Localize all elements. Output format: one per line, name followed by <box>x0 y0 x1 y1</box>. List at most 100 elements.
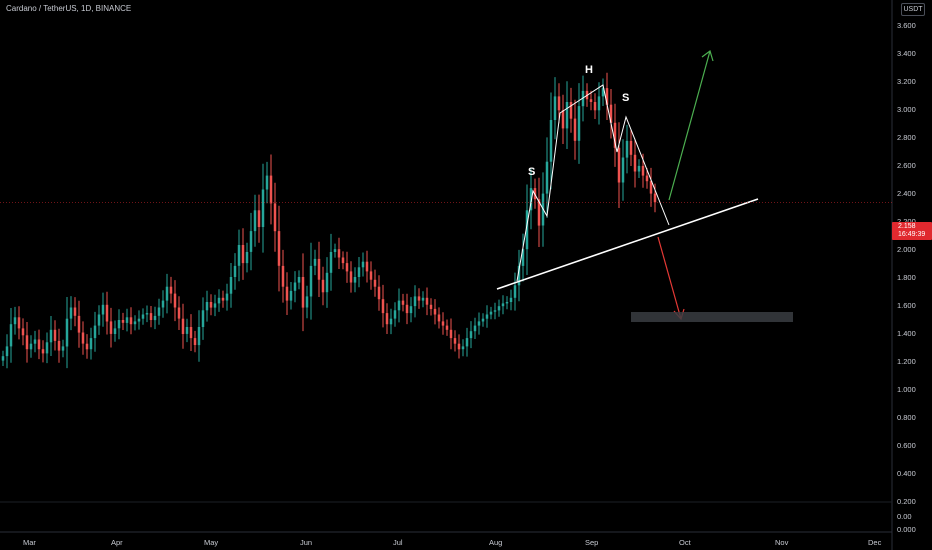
candle-body <box>233 265 237 277</box>
candle-body <box>653 193 657 203</box>
x-tick-label: Mar <box>23 538 36 547</box>
candle-body <box>261 189 265 227</box>
candle-body <box>17 317 21 329</box>
candle-body <box>529 188 533 211</box>
candle-body <box>205 302 209 311</box>
candle-body <box>441 321 445 326</box>
candle-body <box>117 320 121 329</box>
candle-body <box>241 245 245 264</box>
candle-body <box>121 320 125 323</box>
candle-body <box>461 346 465 350</box>
target-zone <box>631 312 793 322</box>
candle-body <box>553 96 557 120</box>
candle-body <box>577 106 581 141</box>
candle-body <box>433 308 437 315</box>
candle-body <box>501 303 505 307</box>
candle-body <box>193 338 197 345</box>
candle-body <box>633 154 637 172</box>
candle-body <box>97 314 101 326</box>
candle-body <box>65 318 69 347</box>
y-tick-label: 3.000 <box>897 105 916 114</box>
candle-body <box>237 245 241 266</box>
candle-body <box>425 297 429 305</box>
candle-body <box>329 252 333 273</box>
candle-body <box>437 314 441 322</box>
candle-body <box>605 88 609 105</box>
candle-body <box>481 318 485 322</box>
candle-body <box>41 349 45 354</box>
candle-body <box>157 307 161 316</box>
candle-body <box>69 307 73 319</box>
candle-body <box>265 175 269 190</box>
candle-body <box>601 88 605 97</box>
head-and-shoulders-outline <box>516 84 670 282</box>
candle-body <box>45 342 49 354</box>
x-tick-label: Aug <box>489 538 503 547</box>
candle-body <box>625 140 629 158</box>
currency-badge[interactable]: USDT <box>901 3 925 16</box>
candle-body <box>293 282 297 291</box>
y-tick-label: 2.800 <box>897 133 916 142</box>
y-tick-label: 1.600 <box>897 301 916 310</box>
candle-body <box>49 329 53 343</box>
candle-body <box>113 328 117 334</box>
candle-body <box>145 313 149 315</box>
candle-body <box>81 332 85 344</box>
candle-body <box>149 313 153 320</box>
candle-body <box>449 329 453 339</box>
candle-body <box>29 343 33 350</box>
candle-body <box>645 175 649 182</box>
candle-body <box>13 317 17 325</box>
candle-body <box>101 304 105 315</box>
candle-body <box>569 102 573 119</box>
candle-body <box>549 120 553 162</box>
candle-body <box>337 249 341 258</box>
y-tick-label: 0.800 <box>897 413 916 422</box>
candle-body <box>317 258 321 280</box>
y-tick-label: 1.200 <box>897 357 916 366</box>
candle-body <box>61 346 65 351</box>
candle-body <box>221 297 225 301</box>
candle-body <box>297 277 301 283</box>
candle-body <box>285 286 289 301</box>
y-tick-label: 1.800 <box>897 273 916 282</box>
candle-body <box>385 313 389 325</box>
candle-body <box>565 102 569 129</box>
candle-body <box>405 304 409 314</box>
candle-body <box>197 327 201 346</box>
candle-body <box>137 318 141 322</box>
candle-body <box>93 325 97 339</box>
candle-body <box>89 338 93 350</box>
candle-body <box>413 296 417 307</box>
bullish-arrowhead <box>701 50 714 62</box>
candle-body <box>213 303 217 308</box>
candle-body <box>469 331 473 339</box>
x-tick-label: Oct <box>679 538 691 547</box>
candle-body <box>177 307 181 319</box>
y-tick-label: 3.200 <box>897 77 916 86</box>
neckline <box>496 198 759 290</box>
candle-body <box>521 249 525 266</box>
candle-body <box>281 265 285 287</box>
candle-body <box>341 257 345 264</box>
candle-body <box>133 321 137 325</box>
candle-body <box>353 277 357 283</box>
candle-body <box>393 310 397 319</box>
candle-body <box>389 318 393 325</box>
candle-body <box>421 297 425 301</box>
candle-body <box>245 252 249 264</box>
y-tick-label: 1.000 <box>897 385 916 394</box>
candle-body <box>277 231 281 266</box>
y-tick-label: 1.400 <box>897 329 916 338</box>
candle-body <box>185 327 189 334</box>
candle-body <box>309 265 313 297</box>
candle-body <box>641 165 645 176</box>
candle-body <box>5 346 9 357</box>
candle-body <box>381 299 385 314</box>
candle-body <box>269 175 273 204</box>
candle-body <box>201 310 205 327</box>
candle-body <box>141 314 145 319</box>
candle-body <box>9 324 13 347</box>
x-tick-label: Nov <box>775 538 789 547</box>
